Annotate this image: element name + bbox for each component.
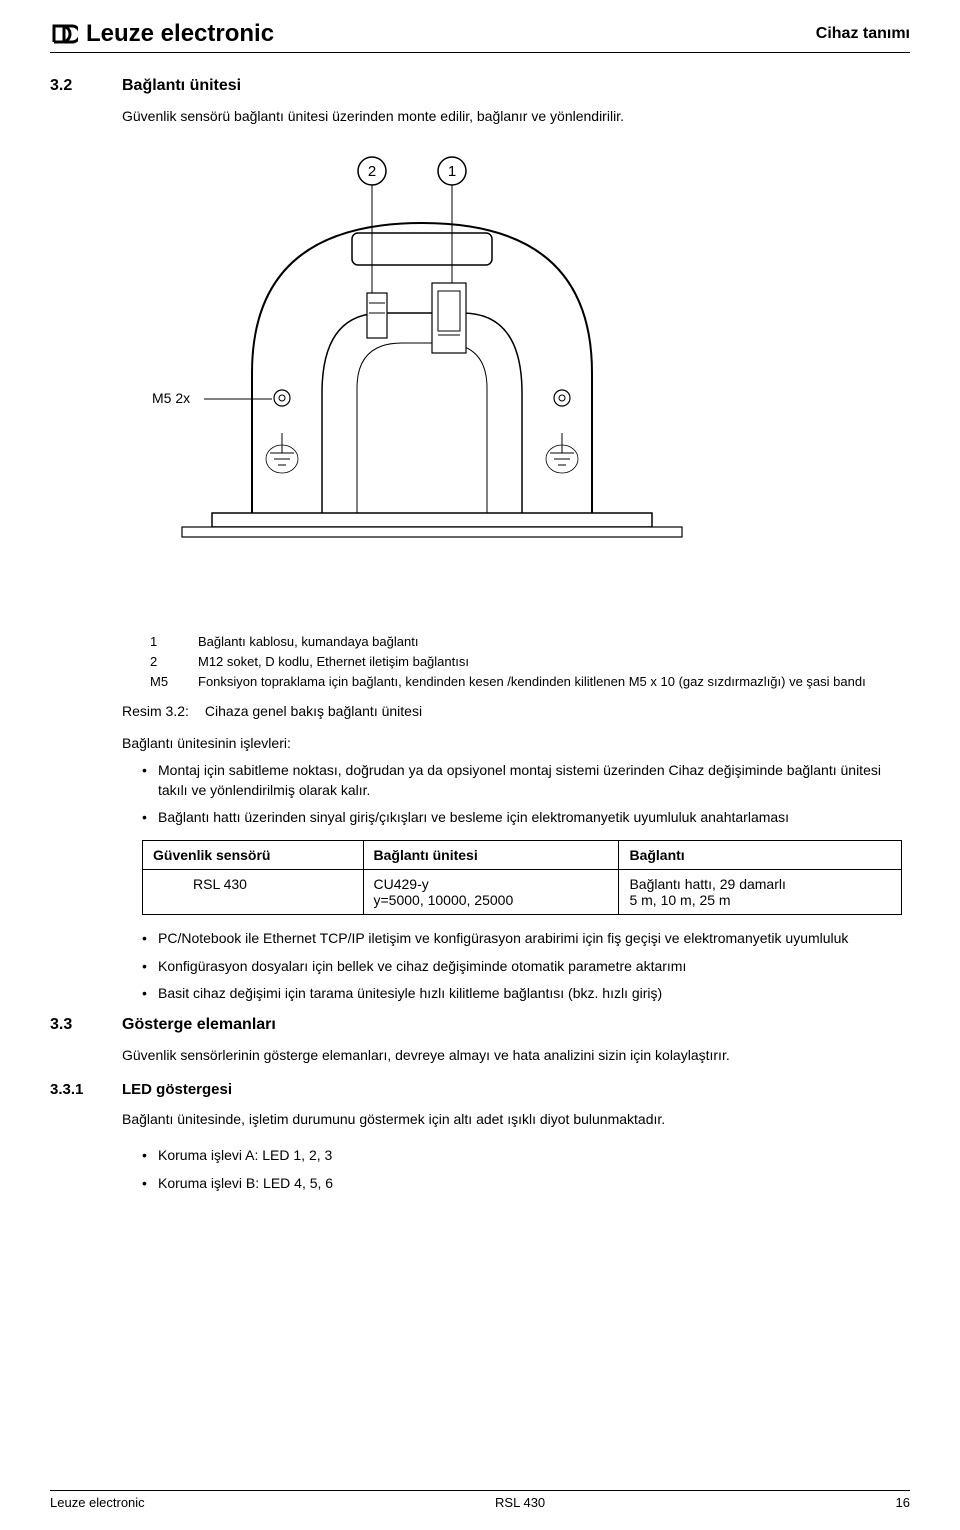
table-header: Bağlantı ünitesi [363,840,619,869]
table-cell: RSL 430 [143,869,364,914]
section-3-3-1-text: Bağlantı ünitesinde, işletim durumunu gö… [122,1110,910,1130]
footer-center: RSL 430 [495,1495,545,1510]
svg-text:M5 2x: M5 2x [152,390,190,406]
functions-list: Montaj için sabitleme noktası, doğrudan … [122,761,910,828]
leuze-logo-icon [50,22,78,46]
list-item: PC/Notebook ile Ethernet TCP/IP iletişim… [142,929,910,949]
section-number: 3.3.1 [50,1081,100,1098]
connection-table: Güvenlik sensörü Bağlantı ünitesi Bağlan… [142,840,902,915]
section-3-3-1-heading: 3.3.1 LED göstergesi [50,1081,910,1098]
footer-left: Leuze electronic [50,1495,145,1510]
table-row: RSL 430 CU429-y y=5000, 10000, 25000 Bağ… [143,869,902,914]
list-item: Bağlantı hattı üzerinden sinyal giriş/çı… [142,808,910,828]
list-item: Basit cihaz değişimi için tarama ünitesi… [142,984,910,1004]
figure-3-2: 2 1 [122,143,842,613]
list-item: Koruma işlevi B: LED 4, 5, 6 [142,1174,910,1194]
legend-key: 1 [150,633,178,651]
list-item: Koruma işlevi A: LED 1, 2, 3 [142,1146,910,1166]
table-cell: CU429-y y=5000, 10000, 25000 [363,869,619,914]
legend-row: 2 M12 soket, D kodlu, Ethernet iletişim … [150,653,910,671]
legend-key: 2 [150,653,178,671]
post-table-list: PC/Notebook ile Ethernet TCP/IP iletişim… [122,929,910,1004]
figure-caption: Resim 3.2: Cihaza genel bakış bağlantı ü… [122,703,910,719]
header-section-title: Cihaz tanımı [816,25,910,43]
legend-row: 1 Bağlantı kablosu, kumandaya bağlantı [150,633,910,651]
legend-row: M5 Fonksiyon topraklama için bağlantı, k… [150,673,910,691]
figure-legend: 1 Bağlantı kablosu, kumandaya bağlantı 2… [150,633,910,692]
svg-text:2: 2 [368,163,376,180]
logo: Leuze electronic [50,20,274,48]
section-number: 3.2 [50,77,90,95]
page-header: Leuze electronic Cihaz tanımı [50,20,910,53]
table-cell: Bağlantı hattı, 29 damarlı 5 m, 10 m, 25… [619,869,902,914]
legend-text: M12 soket, D kodlu, Ethernet iletişim ba… [198,653,910,671]
section-3-2-intro: Güvenlik sensörü bağlantı ünitesi üzerin… [122,107,910,127]
caption-text: Cihaza genel bakış bağlantı ünitesi [205,703,422,719]
caption-label: Resim 3.2: [122,703,189,719]
legend-text: Bağlantı kablosu, kumandaya bağlantı [198,633,910,651]
section-title: Gösterge elemanları [122,1016,276,1034]
page-footer: Leuze electronic RSL 430 16 [50,1490,910,1510]
table-header: Güvenlik sensörü [143,840,364,869]
section-3-3-text: Güvenlik sensörlerinin gösterge elemanla… [122,1046,910,1066]
legend-key: M5 [150,673,178,691]
footer-right: 16 [896,1495,910,1510]
list-item: Montaj için sabitleme noktası, doğrudan … [142,761,910,800]
logo-text: Leuze electronic [86,20,274,48]
led-list: Koruma işlevi A: LED 1, 2, 3 Koruma işle… [122,1146,910,1193]
section-3-2-heading: 3.2 Bağlantı ünitesi [50,77,910,95]
list-item: Konfigürasyon dosyaları için bellek ve c… [142,957,910,977]
section-title: Bağlantı ünitesi [122,77,241,95]
section-number: 3.3 [50,1016,90,1034]
legend-text: Fonksiyon topraklama için bağlantı, kend… [198,673,910,691]
table-header: Bağlantı [619,840,902,869]
svg-text:1: 1 [448,163,456,180]
section-3-3-heading: 3.3 Gösterge elemanları [50,1016,910,1034]
functions-heading: Bağlantı ünitesinin işlevleri: [122,735,910,751]
section-title: LED göstergesi [122,1081,232,1098]
